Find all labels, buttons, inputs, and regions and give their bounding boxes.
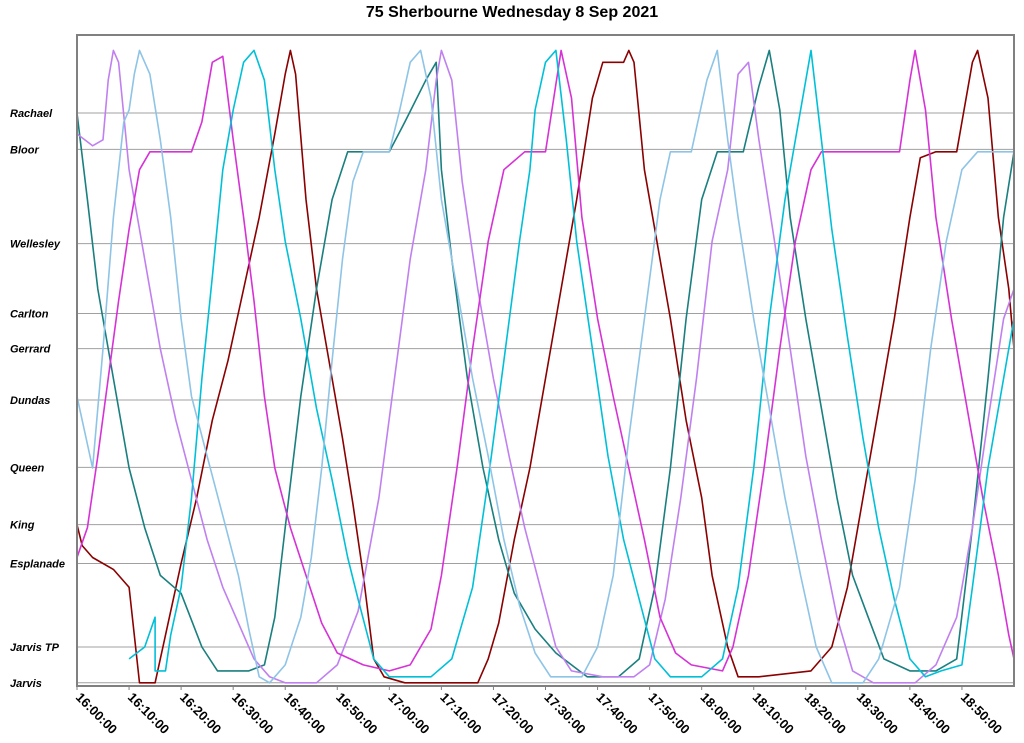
x-tick-label: 16:20:00 — [177, 690, 224, 737]
series-line-3 — [76, 49, 1015, 684]
x-tick-label: 16:50:00 — [333, 690, 380, 737]
x-tick-label: 18:00:00 — [698, 690, 745, 737]
x-tick-label: 17:30:00 — [541, 690, 588, 737]
x-tick-label: 16:30:00 — [229, 690, 276, 737]
time-labels: 16:00:00 16:10:00 16:20:00 16:30:00 16:40:00… — [73, 686, 1005, 737]
stop-label-esplanade: Esplanade — [10, 558, 65, 570]
stop-label-carlton: Carlton — [10, 308, 49, 320]
stop-label-king: King — [10, 520, 35, 532]
plot-frame — [76, 34, 1015, 687]
x-tick-label: 16:00:00 — [73, 690, 120, 737]
series-group — [76, 49, 1015, 684]
x-tick-label: 17:20:00 — [489, 690, 536, 737]
stop-label-jarvis-tp: Jarvis TP — [10, 642, 60, 654]
stop-label-wellesley: Wellesley — [10, 239, 61, 251]
x-tick-label: 17:10:00 — [437, 690, 484, 737]
chart-title: 75 Sherbourne Wednesday 8 Sep 2021 — [365, 4, 659, 21]
series-line-4 — [76, 49, 1015, 672]
x-tick-label: 18:30:00 — [854, 690, 901, 737]
x-tick-label: 17:40:00 — [593, 690, 640, 737]
x-tick-label: 18:20:00 — [802, 690, 849, 737]
x-tick-label: 16:40:00 — [281, 690, 328, 737]
x-tick-label: 18:40:00 — [906, 690, 953, 737]
stop-label-jarvis: Jarvis — [10, 678, 42, 690]
x-tick-label: 17:50:00 — [645, 690, 692, 737]
x-tick-label: 18:10:00 — [750, 690, 797, 737]
stop-label-gerrard: Gerrard — [10, 344, 51, 356]
x-tick-label: 17:00:00 — [385, 690, 432, 737]
series-line-2 — [76, 49, 1015, 678]
stop-label-bloor: Bloor — [10, 144, 39, 156]
stop-label-rachael: Rachael — [10, 108, 53, 120]
stop-label-queen: Queen — [10, 462, 45, 474]
stop-labels: Rachael Bloor Wellesley Carlton Gerrard Dunda… — [10, 108, 65, 690]
series-line-5 — [128, 49, 1015, 678]
x-tick-label: 16:10:00 — [125, 690, 172, 737]
series-line-6 — [76, 49, 1014, 684]
x-tick-label: 18:50:00 — [958, 690, 1005, 737]
series-line-1 — [76, 49, 1015, 684]
stop-label-dundas: Dundas — [10, 395, 50, 407]
